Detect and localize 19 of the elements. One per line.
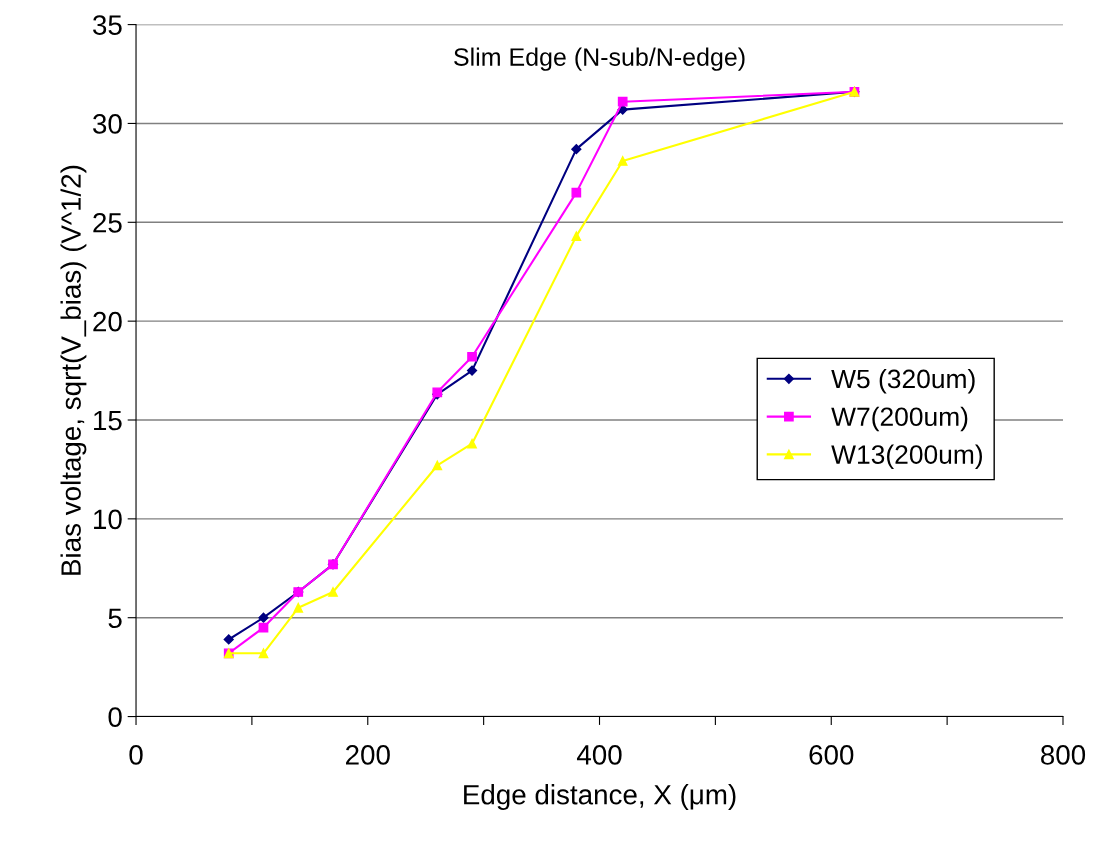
- y-tick-label: 0: [108, 707, 122, 727]
- x-tick-label: 800: [1041, 745, 1086, 765]
- x-tick-label: 200: [346, 745, 390, 765]
- x-tick-label: 600: [809, 745, 854, 765]
- x-tick-label: 0: [129, 745, 143, 765]
- y-tick-label: 10: [94, 509, 122, 530]
- legend-label: W13(200um): [831, 444, 982, 470]
- x-tick-label: 400: [576, 745, 622, 765]
- x-axis-title: Edge distance, X (μm): [464, 784, 736, 811]
- legend-label: W7(200um): [831, 406, 968, 432]
- y-tick-label: 30: [93, 114, 122, 134]
- y-axis-title: Bias voltage, sqrt(V_bias) (V^1/2): [60, 165, 87, 575]
- legend-label: W5 (320um): [831, 368, 975, 394]
- y-tick-label: 5: [108, 608, 122, 629]
- y-tick-label: 25: [93, 212, 122, 233]
- y-tick-label: 35: [93, 15, 122, 35]
- y-tick-label: 15: [94, 410, 122, 431]
- text: Slim Edge (N-sub/N-edge): [454, 47, 745, 71]
- y-tick-label: 20: [93, 311, 122, 332]
